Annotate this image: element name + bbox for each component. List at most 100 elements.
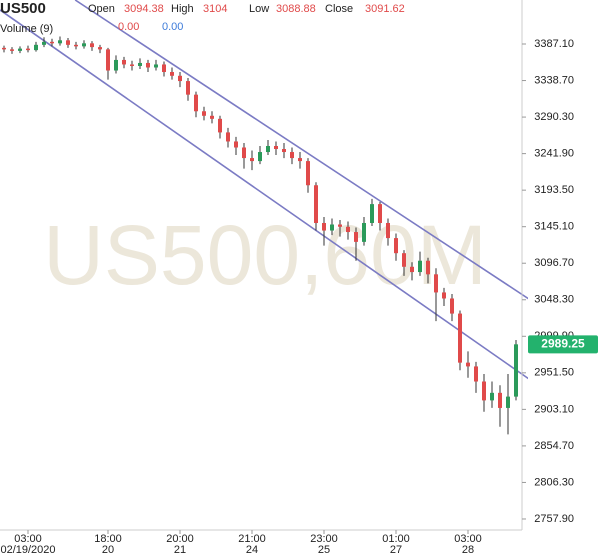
watermark-group: US500,60M [43,208,487,302]
candle-body [154,64,158,68]
candle-body [162,64,166,73]
candle-body [426,260,430,275]
x-tick-label: 20:00 [166,533,194,545]
candle-body [386,222,390,239]
y-tick-label: 2757.90 [534,513,574,525]
x-tick-label: 18:00 [94,533,122,545]
candle-body [2,47,6,50]
candle-body [394,238,398,254]
candle-body [26,48,30,51]
candle-body [490,392,494,401]
candle-body [242,147,246,159]
candle-body [218,118,222,133]
candle-body [442,292,446,299]
candle-body [458,313,462,363]
candle-body [474,366,478,382]
x-tick-date: 21 [174,544,186,556]
candle-body [234,141,238,148]
x-tick-label: 03:00 [14,533,42,545]
plot-area [0,0,528,435]
candle-body [346,226,350,233]
candle-body [418,260,422,273]
candle-body [130,64,134,66]
candle-body [122,59,126,65]
x-tick-date: 27 [390,544,402,556]
y-tick-label: 2951.50 [534,367,574,379]
candle-body [202,111,206,116]
candle-body [338,224,342,227]
candle-body [450,298,454,314]
candle-body [114,59,118,71]
candle-body [362,222,366,242]
x-tick-date: 24 [246,544,258,556]
x-tick-label: 01:00 [382,533,410,545]
volume-value: 0.00 [118,21,139,33]
candle-body [402,253,406,267]
y-tick-label: 3387.10 [534,38,574,50]
last-price-tag [528,335,598,354]
candle-body [290,152,294,159]
candle-body [370,204,374,223]
candle-body [250,158,254,162]
high-label: High [171,3,194,15]
candle-body [226,132,230,142]
y-tick-label: 3290.30 [534,111,574,123]
x-tick-label: 03:00 [454,533,482,545]
last-price-label: 2989.25 [541,337,585,351]
close-value: 3091.62 [365,3,405,15]
candle-body [354,232,358,242]
candle-body [514,344,518,397]
candle-body [434,274,438,293]
y-tick-label: 3193.50 [534,184,574,196]
candle-body [210,115,214,119]
y-tick-label: 3145.10 [534,221,574,233]
candle-body [258,152,262,162]
trendline [74,0,528,300]
candle-body [282,149,286,153]
candle-body [138,62,142,66]
volume-value: 0.00 [162,21,183,33]
candle-body [378,204,382,223]
header: US500 Open 3094.38 High 3104 Low 3088.88… [0,0,405,35]
candle-body [330,224,334,231]
candle-body [466,362,470,367]
candle-body [106,49,110,71]
x-tick-label: 23:00 [310,533,338,545]
candle-body [186,81,190,95]
candle-body [58,40,62,44]
candle-body [10,49,14,51]
candle-body [266,145,270,153]
watermark: US500,60M [43,208,487,302]
candle-body [82,43,86,47]
y-tick-label: 2903.10 [534,403,574,415]
x-tick-date: 28 [462,544,474,556]
candle-body [146,62,150,68]
candle-body [274,145,278,150]
candle-body [18,48,22,51]
candle-body [322,222,326,231]
x-tick-date: 02/19/2020 [0,544,55,556]
candle-body [498,392,502,408]
candle-body [482,381,486,401]
candle-body [314,185,318,223]
candle-body [306,161,310,186]
candle-body [34,44,38,51]
y-tick-label: 3048.30 [534,294,574,306]
candle-body [42,41,46,45]
candle-body [74,44,78,47]
y-tick-label: 2806.30 [534,476,574,488]
low-value: 3088.88 [276,3,316,15]
open-label: Open [88,3,115,15]
open-value: 3094.38 [124,3,164,15]
volume-label: Volume (9) [0,23,53,35]
candle-body [194,94,198,112]
close-label: Close [325,3,353,15]
candle-body [66,40,70,45]
low-label: Low [249,3,269,15]
y-tick-label: 3338.70 [534,74,574,86]
candle-body [90,43,94,48]
trendline [0,9,528,380]
candle-body [170,72,174,76]
candle-body [506,396,510,408]
